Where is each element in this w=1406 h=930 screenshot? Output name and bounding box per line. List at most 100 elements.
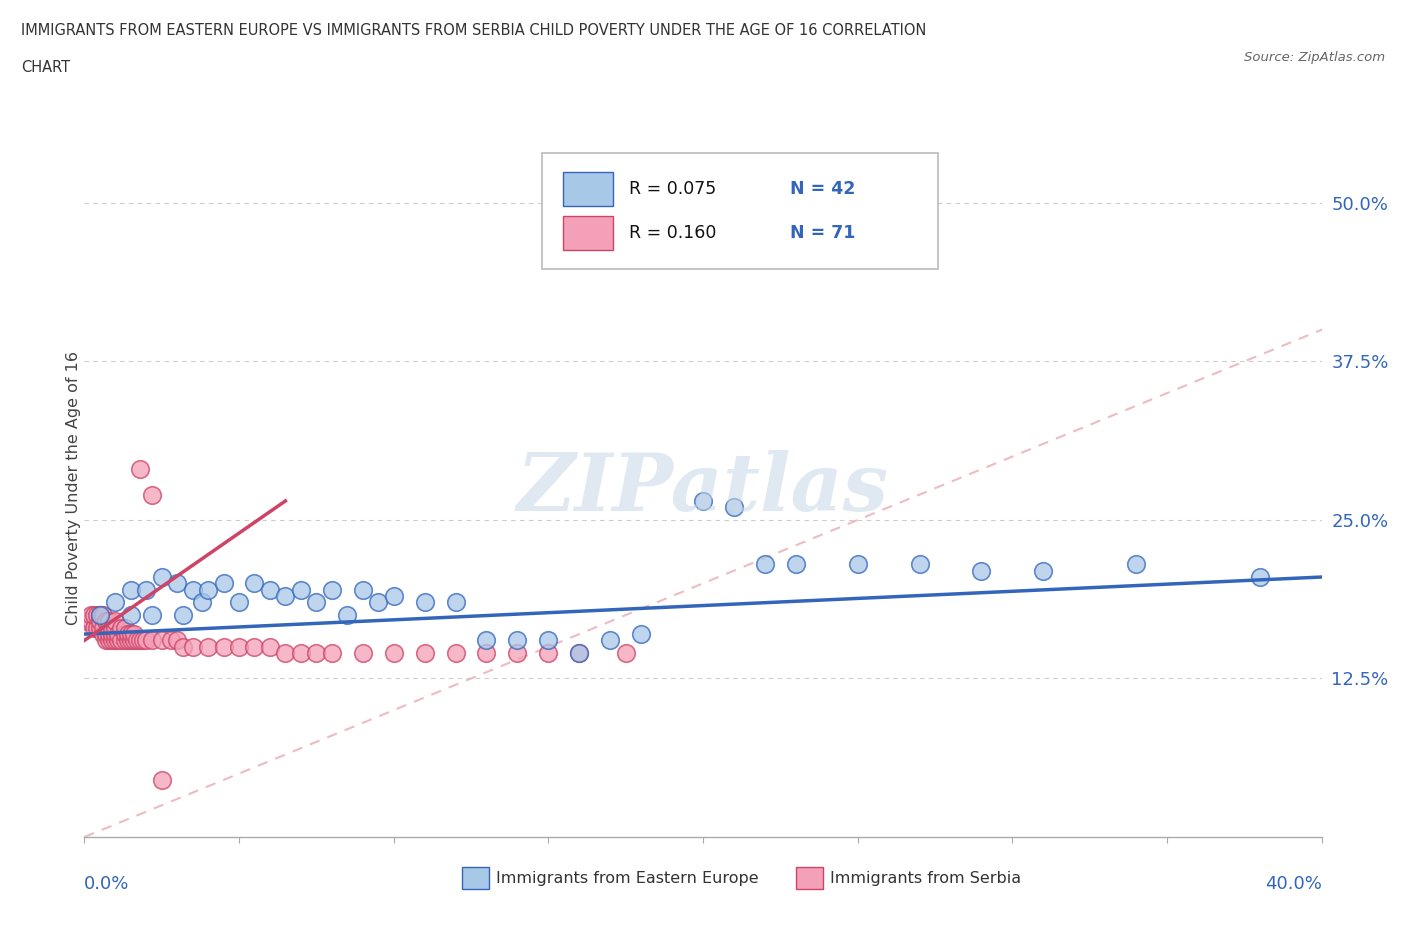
Point xyxy=(568,645,591,660)
Bar xyxy=(564,172,613,206)
Point xyxy=(599,633,621,648)
Point xyxy=(125,633,148,648)
Point xyxy=(141,633,163,648)
Point xyxy=(135,582,157,597)
Point xyxy=(104,614,127,629)
Text: Immigrants from Eastern Europe: Immigrants from Eastern Europe xyxy=(496,870,759,885)
Point xyxy=(568,645,591,660)
Point xyxy=(91,607,114,622)
Bar xyxy=(564,217,613,250)
Point xyxy=(336,607,359,622)
Point xyxy=(122,627,145,642)
Point xyxy=(129,462,152,477)
Point xyxy=(114,620,136,635)
Point xyxy=(76,614,98,629)
Point xyxy=(506,645,529,660)
Point xyxy=(83,607,105,622)
Point xyxy=(274,645,297,660)
Point xyxy=(129,633,152,648)
Point xyxy=(305,595,328,610)
Text: Source: ZipAtlas.com: Source: ZipAtlas.com xyxy=(1244,51,1385,64)
Point xyxy=(98,614,121,629)
Text: N = 42: N = 42 xyxy=(790,180,855,198)
Point xyxy=(413,595,436,610)
Text: R = 0.075: R = 0.075 xyxy=(628,180,716,198)
Text: IMMIGRANTS FROM EASTERN EUROPE VS IMMIGRANTS FROM SERBIA CHILD POVERTY UNDER THE: IMMIGRANTS FROM EASTERN EUROPE VS IMMIGR… xyxy=(21,23,927,38)
Point xyxy=(1249,569,1271,584)
FancyBboxPatch shape xyxy=(543,153,938,269)
Point xyxy=(89,614,111,629)
Text: ZIPatlas: ZIPatlas xyxy=(517,449,889,527)
Point xyxy=(754,557,776,572)
Point xyxy=(114,633,136,648)
Point xyxy=(150,773,173,788)
Point xyxy=(141,607,163,622)
Point xyxy=(135,633,157,648)
Point xyxy=(212,576,235,591)
Point xyxy=(506,633,529,648)
Point xyxy=(89,607,111,622)
Point xyxy=(413,645,436,660)
Point xyxy=(274,589,297,604)
Point xyxy=(101,633,124,648)
Text: 0.0%: 0.0% xyxy=(84,875,129,894)
Point xyxy=(91,627,114,642)
Point xyxy=(785,557,807,572)
Point xyxy=(191,595,214,610)
Point xyxy=(181,582,204,597)
Point xyxy=(243,576,266,591)
Point xyxy=(614,645,637,660)
Text: N = 71: N = 71 xyxy=(790,224,855,242)
Point xyxy=(150,569,173,584)
Point xyxy=(107,627,129,642)
Point xyxy=(290,582,312,597)
Point xyxy=(692,494,714,509)
Y-axis label: Child Poverty Under the Age of 16: Child Poverty Under the Age of 16 xyxy=(66,352,80,625)
Point xyxy=(352,582,374,597)
Point xyxy=(114,627,136,642)
Point xyxy=(94,627,117,642)
Point xyxy=(132,633,155,648)
Point xyxy=(107,633,129,648)
Point xyxy=(321,645,343,660)
Text: Immigrants from Serbia: Immigrants from Serbia xyxy=(831,870,1022,885)
Point xyxy=(101,620,124,635)
Point xyxy=(141,487,163,502)
Point xyxy=(110,620,132,635)
Point xyxy=(98,633,121,648)
Bar xyxy=(461,867,489,889)
Point xyxy=(1125,557,1147,572)
Point xyxy=(89,607,111,622)
Text: CHART: CHART xyxy=(21,60,70,75)
Point xyxy=(352,645,374,660)
Point xyxy=(172,607,194,622)
Point xyxy=(305,645,328,660)
Point xyxy=(228,639,250,654)
Point xyxy=(475,645,498,660)
Point xyxy=(104,620,127,635)
Point xyxy=(104,633,127,648)
Point xyxy=(150,633,173,648)
Point xyxy=(1032,564,1054,578)
Point xyxy=(630,627,652,642)
Point xyxy=(181,639,204,654)
Point xyxy=(475,633,498,648)
Point xyxy=(166,633,188,648)
Point xyxy=(120,627,142,642)
Point xyxy=(290,645,312,660)
Point xyxy=(104,595,127,610)
Point xyxy=(228,595,250,610)
Text: 40.0%: 40.0% xyxy=(1265,875,1322,894)
Point xyxy=(79,614,101,629)
Point xyxy=(259,639,281,654)
Point xyxy=(172,639,194,654)
Point xyxy=(382,645,405,660)
Point xyxy=(98,627,121,642)
Point xyxy=(94,633,117,648)
Point xyxy=(101,627,124,642)
Point xyxy=(120,582,142,597)
Text: R = 0.160: R = 0.160 xyxy=(628,224,716,242)
Point xyxy=(166,576,188,591)
Point xyxy=(197,582,219,597)
Point xyxy=(79,607,101,622)
